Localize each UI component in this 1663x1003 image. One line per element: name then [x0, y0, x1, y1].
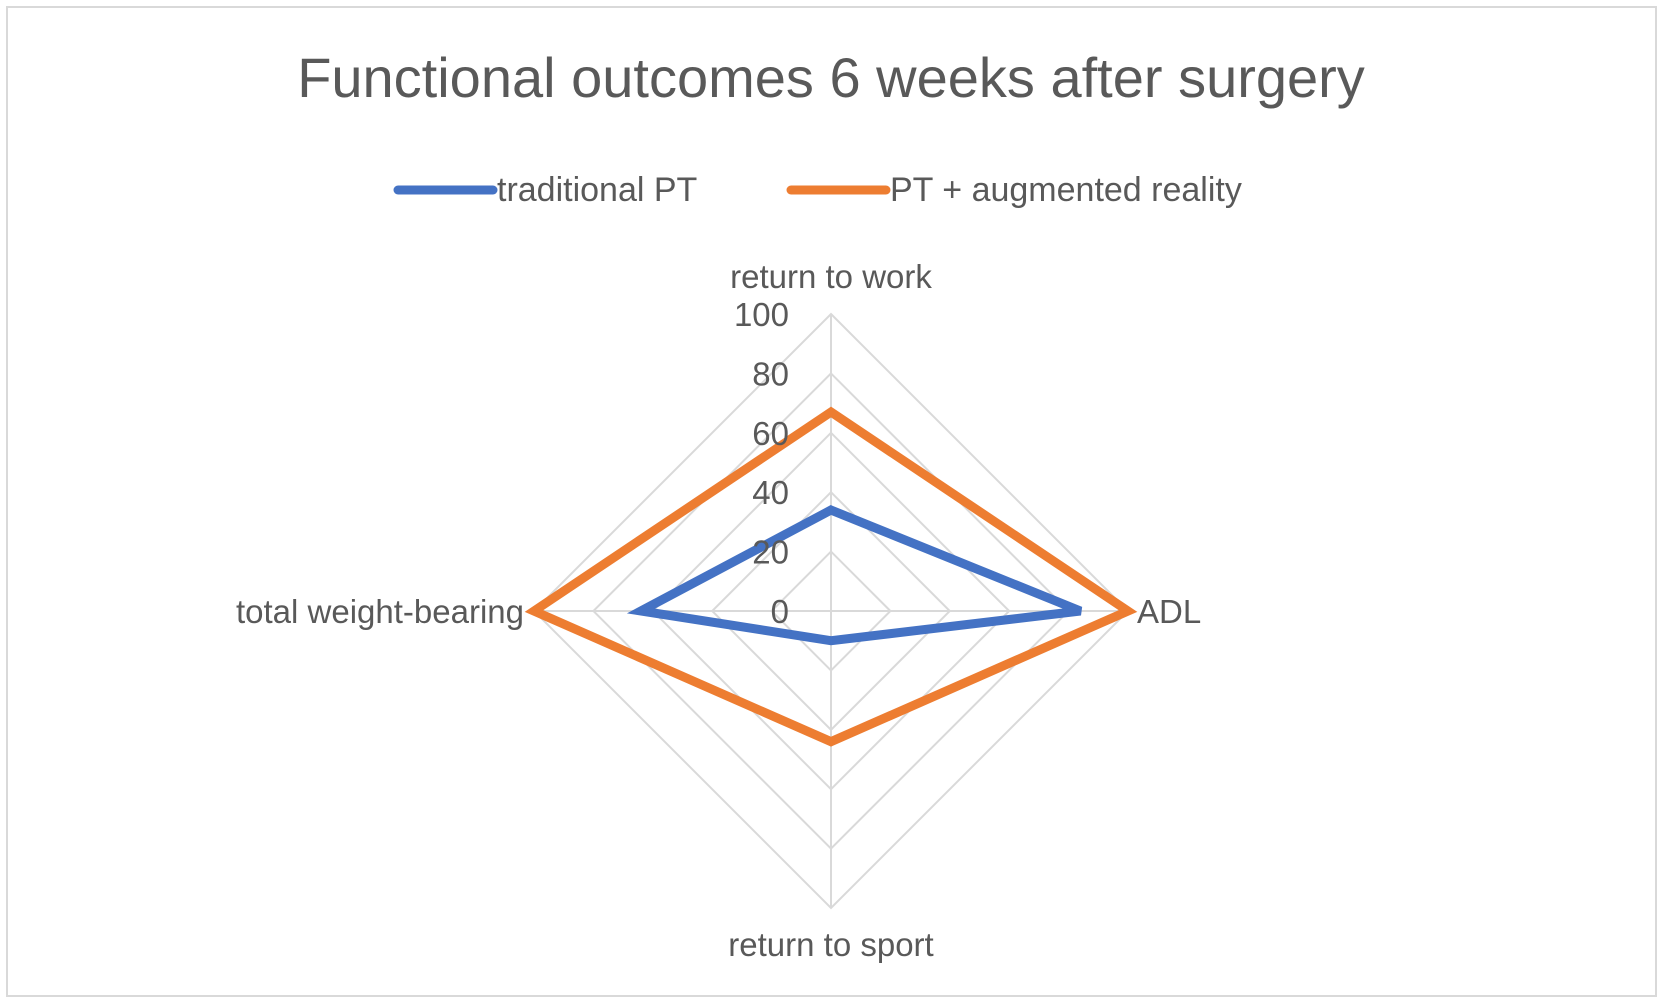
radial-tick-labels: 0 20 40 60 80 100: [734, 296, 789, 630]
axis-label-adl: ADL: [1137, 593, 1201, 630]
axis-label-return-to-sport: return to sport: [728, 926, 933, 963]
tick-label-100: 100: [734, 296, 789, 333]
tick-label-60: 60: [752, 415, 789, 452]
axis-label-total-weight-bearing: total weight-bearing: [236, 593, 524, 630]
tick-label-40: 40: [752, 474, 789, 511]
radar-grid: [532, 312, 1130, 910]
series-traditional-pt: [626, 505, 1083, 646]
legend-label-traditional-pt: traditional PT: [497, 171, 697, 209]
tick-label-20: 20: [752, 534, 789, 571]
tick-label-0: 0: [771, 593, 789, 630]
radar-series: [524, 406, 1138, 747]
chart-title: Functional outcomes 6 weeks after surger…: [297, 46, 1365, 109]
legend-label-pt-augmented-reality: PT + augmented reality: [890, 171, 1242, 209]
axis-label-return-to-work: return to work: [730, 258, 932, 295]
tick-label-80: 80: [752, 355, 789, 392]
legend: traditional PT PT + augmented reality: [393, 171, 1242, 209]
series-pt-augmented-reality: [524, 406, 1138, 747]
